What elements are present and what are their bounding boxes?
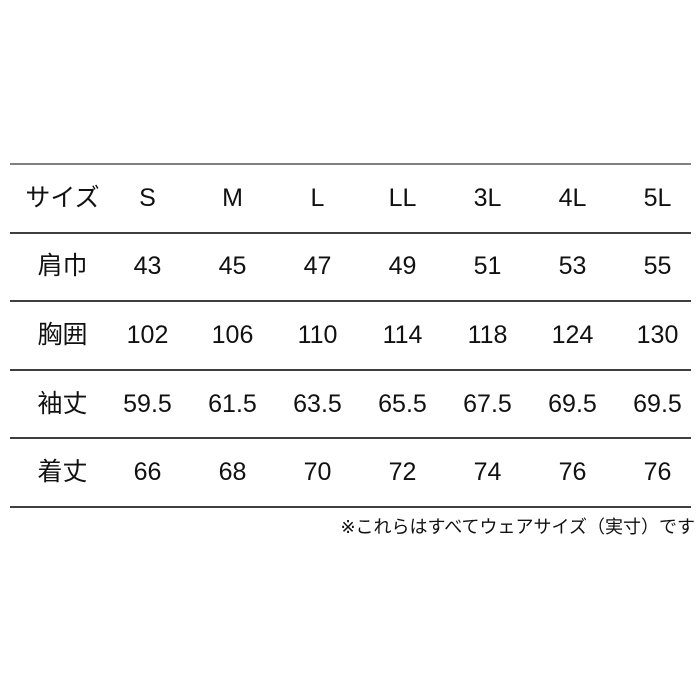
value-cell: 114 <box>382 320 423 349</box>
value-cell: 102 <box>126 320 169 349</box>
value-cell: 66 <box>133 458 162 487</box>
value-cell: 53 <box>558 252 587 281</box>
header-cell-4l: 4L <box>558 183 587 212</box>
value-cell: 47 <box>303 252 332 281</box>
value-cell: 74 <box>473 458 502 487</box>
value-cell: 69.5 <box>548 389 597 418</box>
table-header-row: サイズ S M L LL 3L 4L 5L <box>10 165 691 234</box>
value-cell: 51 <box>473 252 502 281</box>
value-cell: 118 <box>467 320 508 349</box>
header-cell-m: M <box>222 183 243 212</box>
value-cell: 45 <box>218 252 247 281</box>
value-cell: 69.5 <box>633 389 682 418</box>
row-label-sleeve-length: 袖丈 <box>37 389 88 418</box>
header-cell-ll: LL <box>388 183 417 212</box>
header-cell-l: L <box>310 183 325 212</box>
value-cell: 70 <box>303 458 332 487</box>
value-cell: 106 <box>211 320 254 349</box>
header-cell-s: S <box>139 183 156 212</box>
value-cell: 76 <box>558 458 587 487</box>
value-cell: 68 <box>218 458 247 487</box>
table-row-chest: 胸囲 102 106 110 114 118 124 130 <box>10 302 691 371</box>
size-chart-table: サイズ S M L LL 3L 4L 5L 肩巾 43 45 47 49 51 … <box>10 163 691 508</box>
header-cell-3l: 3L <box>473 183 502 212</box>
table-row-sleeve-length: 袖丈 59.5 61.5 63.5 65.5 67.5 69.5 69.5 <box>10 371 691 440</box>
header-cell-size-label: サイズ <box>25 183 100 212</box>
value-cell: 72 <box>388 458 417 487</box>
value-cell: 76 <box>643 458 672 487</box>
value-cell: 110 <box>297 320 338 349</box>
value-cell: 65.5 <box>378 389 427 418</box>
value-cell: 63.5 <box>293 389 342 418</box>
value-cell: 59.5 <box>123 389 172 418</box>
value-cell: 67.5 <box>463 389 512 418</box>
value-cell: 43 <box>133 252 162 281</box>
value-cell: 130 <box>636 320 679 349</box>
row-label-chest: 胸囲 <box>37 320 88 349</box>
footnote: ※これらはすべてウェアサイズ（実寸）です <box>340 517 695 537</box>
value-cell: 124 <box>551 320 594 349</box>
row-label-shoulder-width: 肩巾 <box>37 252 88 281</box>
value-cell: 49 <box>388 252 417 281</box>
table-row-shoulder-width: 肩巾 43 45 47 49 51 53 55 <box>10 234 691 303</box>
row-label-body-length: 着丈 <box>37 458 88 487</box>
table-row-body-length: 着丈 66 68 70 72 74 76 76 <box>10 439 691 508</box>
value-cell: 55 <box>643 252 672 281</box>
value-cell: 61.5 <box>208 389 257 418</box>
header-cell-5l: 5L <box>643 183 672 212</box>
